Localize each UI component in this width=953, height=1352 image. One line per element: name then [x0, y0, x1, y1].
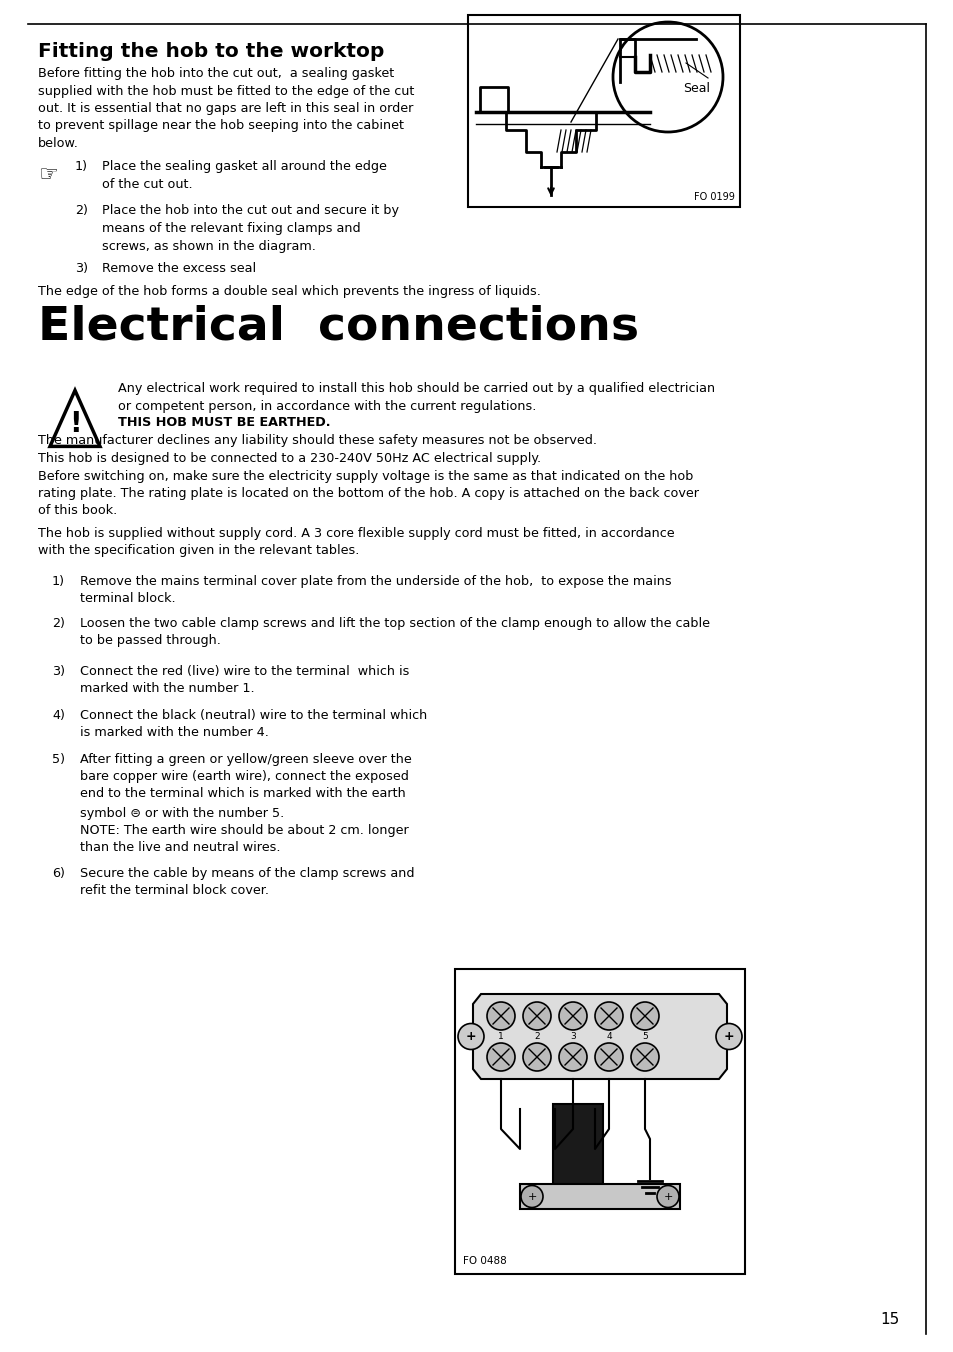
Text: terminal block.: terminal block. [80, 592, 175, 604]
Text: marked with the number 1.: marked with the number 1. [80, 681, 254, 695]
Text: rating plate. The rating plate is located on the bottom of the hob. A copy is at: rating plate. The rating plate is locate… [38, 487, 699, 500]
Text: NOTE: The earth wire should be about 2 cm. longer: NOTE: The earth wire should be about 2 c… [80, 823, 408, 837]
Circle shape [595, 1042, 622, 1071]
Text: ☞: ☞ [38, 165, 58, 185]
Text: with the specification given in the relevant tables.: with the specification given in the rele… [38, 544, 359, 557]
Text: 5: 5 [641, 1032, 647, 1041]
Text: 1): 1) [75, 160, 88, 173]
Text: Fitting the hob to the worktop: Fitting the hob to the worktop [38, 42, 384, 61]
Text: 6): 6) [52, 867, 65, 880]
Text: Connect the black (neutral) wire to the terminal which: Connect the black (neutral) wire to the … [80, 708, 427, 722]
Circle shape [558, 1002, 586, 1030]
Text: to be passed through.: to be passed through. [80, 634, 221, 648]
Circle shape [595, 1002, 622, 1030]
Text: 3): 3) [52, 665, 65, 677]
Text: 4): 4) [52, 708, 65, 722]
Circle shape [522, 1002, 551, 1030]
Polygon shape [473, 994, 726, 1079]
Text: +: + [465, 1030, 476, 1042]
Text: The manufacturer declines any liability should these safety measures not be obse: The manufacturer declines any liability … [38, 434, 597, 448]
Circle shape [522, 1042, 551, 1071]
Text: 1: 1 [497, 1032, 503, 1041]
Text: Before fitting the hob into the cut out,  a sealing gasket: Before fitting the hob into the cut out,… [38, 68, 394, 80]
Text: is marked with the number 4.: is marked with the number 4. [80, 726, 269, 740]
Text: 2: 2 [534, 1032, 539, 1041]
Text: of this book.: of this book. [38, 504, 117, 516]
Circle shape [630, 1002, 659, 1030]
Text: end to the terminal which is marked with the earth: end to the terminal which is marked with… [80, 787, 405, 800]
Bar [468, 15, 740, 207]
Bar [519, 1184, 679, 1209]
Text: Remove the excess seal: Remove the excess seal [102, 262, 255, 274]
Circle shape [716, 1023, 741, 1049]
Text: than the live and neutral wires.: than the live and neutral wires. [80, 841, 280, 854]
Text: Seal: Seal [682, 82, 709, 95]
Text: bare copper wire (earth wire), connect the exposed: bare copper wire (earth wire), connect t… [80, 771, 409, 783]
Text: refit the terminal block cover.: refit the terminal block cover. [80, 884, 269, 896]
Text: The hob is supplied without supply cord. A 3 core flexible supply cord must be f: The hob is supplied without supply cord.… [38, 527, 674, 539]
Text: FO 0488: FO 0488 [462, 1256, 506, 1265]
Text: symbol ⊜ or with the number 5.: symbol ⊜ or with the number 5. [80, 807, 284, 821]
Bar [553, 1105, 602, 1194]
Circle shape [520, 1186, 542, 1207]
Text: 2): 2) [52, 617, 65, 630]
Text: Place the sealing gasket all around the edge
of the cut out.: Place the sealing gasket all around the … [102, 160, 387, 191]
Text: 4: 4 [605, 1032, 611, 1041]
Text: FO 0199: FO 0199 [694, 192, 734, 201]
Text: Connect the red (live) wire to the terminal  which is: Connect the red (live) wire to the termi… [80, 665, 409, 677]
Text: The edge of the hob forms a double seal which prevents the ingress of liquids.: The edge of the hob forms a double seal … [38, 285, 540, 297]
Text: +: + [723, 1030, 734, 1042]
Text: to prevent spillage near the hob seeping into the cabinet: to prevent spillage near the hob seeping… [38, 119, 403, 132]
Circle shape [486, 1042, 515, 1071]
Text: Loosen the two cable clamp screws and lift the top section of the clamp enough t: Loosen the two cable clamp screws and li… [80, 617, 709, 630]
Text: !: ! [69, 411, 81, 438]
Text: supplied with the hob must be fitted to the edge of the cut: supplied with the hob must be fitted to … [38, 84, 414, 97]
Text: This hob is designed to be connected to a 230-240V 50Hz AC electrical supply.: This hob is designed to be connected to … [38, 452, 540, 465]
Text: After fitting a green or yellow/green sleeve over the: After fitting a green or yellow/green sl… [80, 753, 412, 767]
Text: +: + [662, 1191, 672, 1202]
Text: 3: 3 [570, 1032, 576, 1041]
Text: +: + [527, 1191, 537, 1202]
Circle shape [558, 1042, 586, 1071]
Text: 2): 2) [75, 204, 88, 218]
Circle shape [486, 1002, 515, 1030]
Text: 3): 3) [75, 262, 88, 274]
Bar [455, 969, 744, 1274]
Text: Remove the mains terminal cover plate from the underside of the hob,  to expose : Remove the mains terminal cover plate fr… [80, 575, 671, 588]
Circle shape [630, 1042, 659, 1071]
Text: Before switching on, make sure the electricity supply voltage is the same as tha: Before switching on, make sure the elect… [38, 470, 693, 483]
Text: Place the hob into the cut out and secure it by
means of the relevant fixing cla: Place the hob into the cut out and secur… [102, 204, 398, 253]
Text: THIS HOB MUST BE EARTHED.: THIS HOB MUST BE EARTHED. [118, 416, 330, 429]
Text: below.: below. [38, 137, 79, 150]
Text: 1): 1) [52, 575, 65, 588]
Circle shape [457, 1023, 483, 1049]
Text: Secure the cable by means of the clamp screws and: Secure the cable by means of the clamp s… [80, 867, 414, 880]
Text: out. It is essential that no gaps are left in this seal in order: out. It is essential that no gaps are le… [38, 101, 413, 115]
Text: 15: 15 [880, 1311, 899, 1328]
Text: 5): 5) [52, 753, 65, 767]
Circle shape [657, 1186, 679, 1207]
Text: Any electrical work required to install this hob should be carried out by a qual: Any electrical work required to install … [118, 383, 715, 412]
Text: Electrical  connections: Electrical connections [38, 304, 639, 349]
